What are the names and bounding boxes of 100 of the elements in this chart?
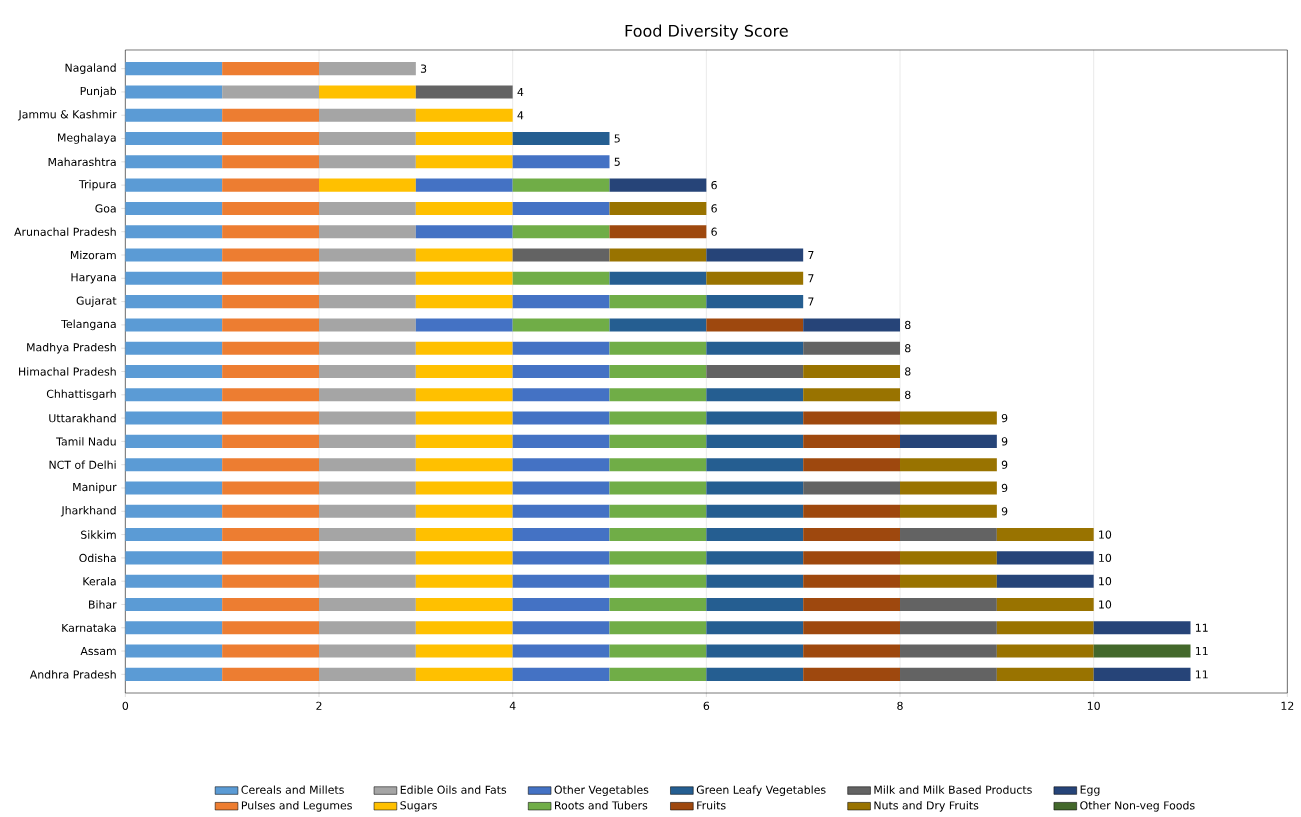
bar — [222, 132, 320, 146]
bar — [609, 504, 707, 518]
bar — [609, 271, 707, 285]
x-tick-label: 2 — [316, 701, 322, 710]
bar — [415, 458, 513, 472]
bar — [319, 574, 416, 588]
x-tick-label: 12 — [1281, 701, 1294, 710]
bar — [803, 504, 901, 518]
bar — [415, 668, 513, 682]
bar — [415, 225, 513, 239]
bar — [900, 411, 997, 425]
chart-title: Food Diversity Score — [625, 24, 788, 41]
bar — [319, 481, 416, 495]
legend-label: Other Non-veg Foods — [1080, 801, 1195, 812]
bar — [415, 341, 513, 355]
bar — [415, 574, 513, 588]
bar — [319, 108, 416, 122]
bar — [512, 318, 610, 332]
bar — [1093, 621, 1191, 635]
bar — [222, 271, 320, 285]
total-label: 9 — [1001, 414, 1008, 423]
bar — [319, 318, 416, 332]
bar — [415, 295, 513, 309]
bar — [125, 574, 223, 588]
bar — [319, 598, 416, 612]
bar — [512, 202, 610, 216]
total-label: 6 — [711, 227, 717, 236]
bar — [512, 668, 610, 682]
total-label: 8 — [905, 367, 911, 376]
bar — [706, 271, 804, 285]
bar — [222, 248, 320, 262]
legend-label: Roots and Tubers — [555, 801, 648, 810]
y-tick-label: Sikkim — [81, 530, 116, 539]
bar — [996, 644, 1094, 658]
bar — [125, 458, 223, 472]
y-tick-label: Uttarakhand — [49, 414, 116, 423]
bar — [319, 62, 416, 76]
bar — [319, 668, 416, 682]
bar — [803, 388, 901, 402]
bar — [609, 574, 707, 588]
bar — [319, 504, 416, 518]
bar — [125, 178, 223, 192]
bar — [319, 435, 416, 449]
y-tick-label: NCT of Delhi — [49, 460, 116, 470]
bar — [706, 341, 804, 355]
bar — [900, 668, 997, 682]
bar — [512, 528, 610, 542]
bar — [319, 85, 416, 99]
bar — [996, 528, 1094, 542]
bar — [609, 621, 707, 635]
x-tick-label: 4 — [509, 701, 516, 710]
bar — [415, 435, 513, 449]
bar — [415, 108, 513, 122]
bar — [609, 178, 707, 192]
total-label: 10 — [1099, 600, 1112, 609]
bar — [512, 458, 610, 472]
total-label: 8 — [905, 390, 911, 400]
y-tick-label: Maharashtra — [48, 157, 116, 167]
total-label: 11 — [1195, 670, 1208, 679]
bar — [512, 248, 610, 262]
bar — [415, 248, 513, 262]
bar — [319, 341, 416, 355]
total-label: 7 — [808, 251, 814, 260]
bar — [609, 481, 707, 495]
bar — [319, 551, 416, 565]
bar — [900, 528, 997, 542]
y-tick-label: Andhra Pradesh — [29, 670, 116, 679]
bar — [996, 621, 1094, 635]
y-tick-label: Jharkhand — [60, 506, 116, 517]
bar — [706, 668, 804, 682]
bar — [125, 225, 223, 239]
bar — [512, 178, 610, 192]
total-label: 10 — [1099, 553, 1112, 563]
legend-label: Pulses and Legumes — [241, 801, 352, 812]
total-label: 11 — [1195, 647, 1208, 656]
bar — [222, 481, 320, 495]
y-tick-label: Jammu & Kashmir — [17, 110, 117, 121]
bar — [415, 178, 513, 192]
bar — [512, 598, 610, 612]
bar — [512, 435, 610, 449]
bar — [803, 621, 901, 635]
bar — [609, 248, 707, 262]
bar — [803, 668, 901, 682]
bar — [900, 481, 997, 495]
bar — [512, 504, 610, 518]
bar — [125, 621, 223, 635]
total-label: 3 — [420, 64, 427, 73]
bar — [222, 225, 320, 239]
bar — [125, 155, 223, 169]
bar — [706, 644, 804, 658]
y-tick-label: Mizoram — [70, 250, 116, 260]
y-tick-label: Goa — [95, 204, 116, 213]
bar — [706, 411, 804, 425]
legend-label: Cereals and Millets — [241, 785, 344, 795]
bar — [319, 155, 416, 169]
bar — [125, 271, 223, 285]
bar — [900, 574, 997, 588]
y-tick-label: Telangana — [61, 319, 116, 331]
y-tick-label: Odisha — [79, 553, 116, 563]
y-tick-label: Tripura — [78, 179, 116, 191]
